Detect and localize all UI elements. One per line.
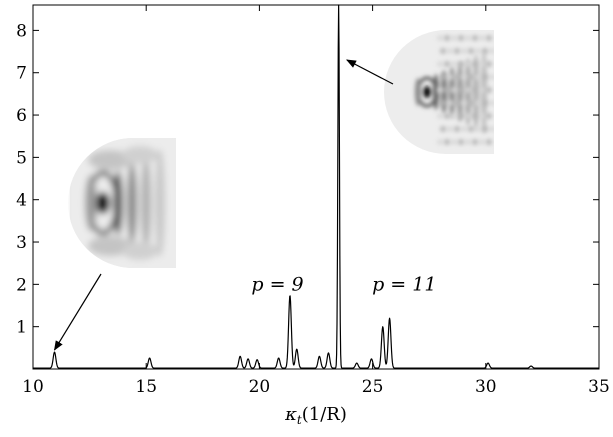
x-tick-label: 30 (475, 377, 497, 397)
peak-annotation-label: p = 9 (251, 273, 303, 295)
y-tick-label: 2 (16, 275, 27, 295)
y-tick-label: 1 (16, 318, 27, 338)
x-tick-label: 20 (249, 377, 271, 397)
x-tick-label: 10 (22, 377, 44, 397)
x-axis-title: κt(1/R) (284, 404, 347, 427)
y-axis-ticks: 1 2 3 4 5 6 7 8 (16, 21, 599, 338)
peak-annotation-label: p = 11 (372, 273, 436, 295)
right-inset-pattern (384, 30, 494, 154)
y-tick-label: 5 (16, 148, 27, 168)
right-inset-arrow (346, 59, 394, 85)
y-tick-label: 3 (16, 233, 27, 253)
x-tick-label: 15 (135, 377, 157, 397)
plot-frame (32, 4, 600, 370)
x-axis-title-subscript: t (297, 413, 302, 427)
right-inset-speckles (437, 35, 494, 145)
y-tick-label: 4 (16, 191, 27, 211)
y-tick-label: 8 (16, 21, 27, 41)
spectrum-line (32, 4, 600, 369)
x-tick-label: 35 (588, 377, 610, 397)
peak-annotations: p = 9 p = 11 (251, 273, 436, 295)
x-axis-title-unit: (1/R) (302, 404, 347, 425)
x-tick-label: 25 (362, 377, 384, 397)
y-tick-label: 7 (16, 64, 27, 84)
y-tick-label: 6 (16, 106, 27, 126)
left-inset-pattern (70, 138, 176, 268)
left-inset-arrow (53, 273, 102, 351)
x-axis-title-symbol: κ (284, 404, 297, 425)
x-axis-ticks: 10 15 20 25 30 35 (22, 5, 610, 397)
